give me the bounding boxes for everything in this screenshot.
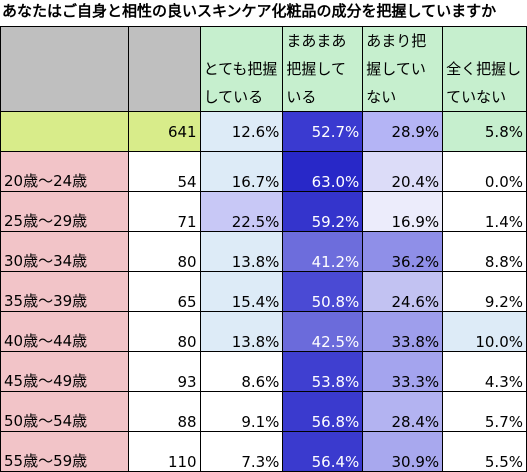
- percent-cell: 9.1%: [199, 391, 284, 432]
- age-group-label: 35歳〜39歳: [0, 271, 129, 312]
- percent-cell: 5.7%: [442, 391, 527, 432]
- percent-cell: 56.4%: [282, 431, 364, 472]
- header-n: [127, 26, 201, 112]
- percent-cell: 24.6%: [362, 271, 444, 312]
- percent-cell: 16.9%: [362, 191, 444, 232]
- sample-count: 93: [127, 351, 201, 392]
- percent-cell: 28.9%: [362, 111, 444, 152]
- percent-cell: 56.8%: [282, 391, 364, 432]
- percent-cell: 36.2%: [362, 231, 444, 272]
- percent-cell: 53.8%: [282, 351, 364, 392]
- table-row: 40歳〜44歳 80 13.8% 42.5% 33.8% 10.0%: [0, 311, 527, 352]
- column-header: とても把握している: [199, 26, 284, 112]
- sample-count: 80: [127, 231, 201, 272]
- percent-cell: 22.5%: [199, 191, 284, 232]
- percent-cell: 52.7%: [282, 111, 364, 152]
- data-table: とても把握している まあまあ把握している あまり把握していない 全く把握していな…: [0, 26, 527, 472]
- table-row-total: 641 12.6% 52.7% 28.9% 5.8%: [0, 111, 527, 152]
- percent-cell: 5.5%: [442, 431, 527, 472]
- percent-cell: 41.2%: [282, 231, 364, 272]
- sample-count: 80: [127, 311, 201, 352]
- percent-cell: 16.7%: [199, 151, 284, 192]
- percent-cell: 28.4%: [362, 391, 444, 432]
- table-row: 35歳〜39歳 65 15.4% 50.8% 24.6% 9.2%: [0, 271, 527, 312]
- table-row: 25歳〜29歳 71 22.5% 59.2% 16.9% 1.4%: [0, 191, 527, 232]
- percent-cell: 13.8%: [199, 311, 284, 352]
- percent-cell: 15.4%: [199, 271, 284, 312]
- age-group-label: 25歳〜29歳: [0, 191, 129, 232]
- age-group-label: 50歳〜54歳: [0, 391, 129, 432]
- header-row: とても把握している まあまあ把握している あまり把握していない 全く把握していな…: [0, 26, 527, 112]
- table-row: 30歳〜34歳 80 13.8% 41.2% 36.2% 8.8%: [0, 231, 527, 272]
- table-row: 45歳〜49歳 93 8.6% 53.8% 33.3% 4.3%: [0, 351, 527, 392]
- sample-count: 110: [127, 431, 201, 472]
- table-row: 55歳〜59歳 110 7.3% 56.4% 30.9% 5.5%: [0, 431, 527, 472]
- percent-cell: 8.6%: [199, 351, 284, 392]
- percent-cell: 50.8%: [282, 271, 364, 312]
- age-group-label: 20歳〜24歳: [0, 151, 129, 192]
- age-group-label: 55歳〜59歳: [0, 431, 129, 472]
- percent-cell: 33.8%: [362, 311, 444, 352]
- percent-cell: 59.2%: [282, 191, 364, 232]
- percent-cell: 63.0%: [282, 151, 364, 192]
- percent-cell: 20.4%: [362, 151, 444, 192]
- percent-cell: 10.0%: [442, 311, 527, 352]
- column-header: 全く把握していない: [442, 26, 527, 112]
- percent-cell: 4.3%: [442, 351, 527, 392]
- sample-count: 54: [127, 151, 201, 192]
- table-title: あなたはご自身と相性の良いスキンケア化粧品の成分を把握していますか: [2, 2, 497, 20]
- age-group-label: 30歳〜34歳: [0, 231, 129, 272]
- table-row: 50歳〜54歳 88 9.1% 56.8% 28.4% 5.7%: [0, 391, 527, 432]
- sample-count: 88: [127, 391, 201, 432]
- percent-cell: 33.3%: [362, 351, 444, 392]
- percent-cell: 0.0%: [442, 151, 527, 192]
- row-label: [0, 111, 129, 152]
- column-header: まあまあ把握している: [282, 26, 364, 112]
- percent-cell: 1.4%: [442, 191, 527, 232]
- column-header: あまり把握していない: [362, 26, 444, 112]
- percent-cell: 7.3%: [199, 431, 284, 472]
- percent-cell: 42.5%: [282, 311, 364, 352]
- age-group-label: 45歳〜49歳: [0, 351, 129, 392]
- percent-cell: 13.8%: [199, 231, 284, 272]
- percent-cell: 12.6%: [199, 111, 284, 152]
- percent-cell: 9.2%: [442, 271, 527, 312]
- header-corner: [0, 26, 129, 112]
- sample-count: 71: [127, 191, 201, 232]
- sample-count: 641: [127, 111, 201, 152]
- age-group-label: 40歳〜44歳: [0, 311, 129, 352]
- percent-cell: 8.8%: [442, 231, 527, 272]
- percent-cell: 5.8%: [442, 111, 527, 152]
- percent-cell: 30.9%: [362, 431, 444, 472]
- sample-count: 65: [127, 271, 201, 312]
- table-row: 20歳〜24歳 54 16.7% 63.0% 20.4% 0.0%: [0, 151, 527, 192]
